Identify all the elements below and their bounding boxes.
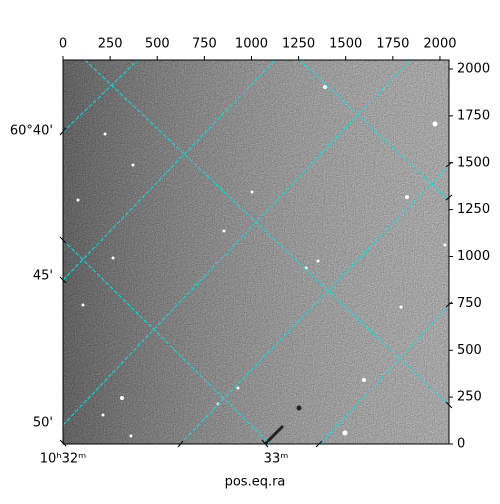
coordinate-grid [63,60,449,444]
x-axis-label: pos.eq.ra [225,475,286,490]
y-tick-label: 500 [457,343,482,358]
y-tick-label: 1750 [457,108,490,123]
dec-label: 45' [33,269,53,284]
y-tick-label: 1500 [457,155,490,170]
x-tick-label: 1500 [329,37,362,52]
y-tick-label: 750 [457,296,482,311]
ra-label: 33ᵐ [264,452,289,467]
image [63,60,449,444]
x-tick-label: 0 [59,37,67,52]
wcs-ticks [59,127,453,448]
x-tick-label: 750 [192,37,217,52]
x-tick-label: 250 [98,37,123,52]
x-tick-label: 2000 [423,37,456,52]
x-tick-label: 1000 [235,37,268,52]
dec-label: 60°40' [10,124,53,139]
y-tick-label: 1250 [457,202,490,217]
y-tick-label: 2000 [457,62,490,77]
x-tick-label: 1750 [376,37,409,52]
y-tick-label: 1000 [457,249,490,264]
y-tick-label: 0 [457,437,465,452]
dec-label: 50' [33,416,53,431]
x-tick-label: 500 [145,37,170,52]
x-tick-label: 1250 [282,37,315,52]
y-tick-label: 250 [457,390,482,405]
ra-label: 10ʰ32ᵐ [40,452,86,467]
frame [62,59,450,445]
